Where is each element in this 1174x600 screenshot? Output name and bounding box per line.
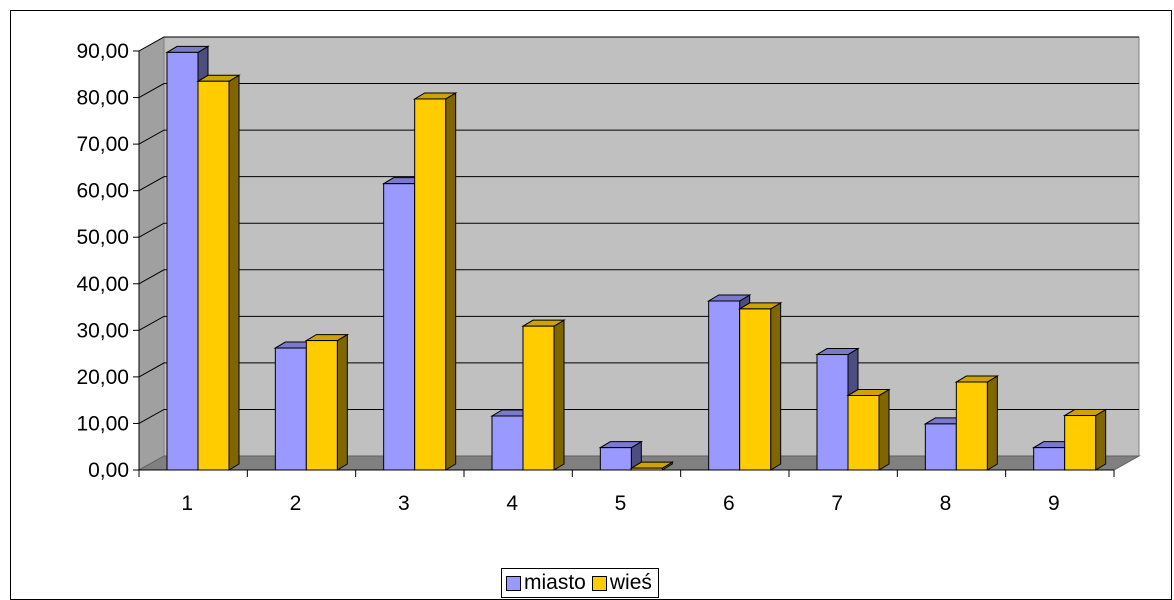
y-tick-label: 10,00	[76, 412, 129, 435]
bar-front	[383, 183, 416, 471]
y-tick-label: 40,00	[76, 273, 129, 296]
y-tick-label: 90,00	[76, 40, 129, 63]
gridline	[138, 362, 1139, 378]
bar-front	[1064, 415, 1097, 471]
chart-frame: 0,00 10,00 20,00 30,00 40,00 50,00 60,00 70,00 8…	[10, 10, 1172, 600]
bar-wieś-7	[846, 388, 891, 471]
y-tick-label: 60,00	[76, 180, 129, 203]
bar-chart: 0,00 10,00 20,00 30,00 40,00 50,00 60,00 70,00 8…	[76, 36, 1141, 515]
bar-front	[491, 415, 524, 471]
legend-item-wies: wieś	[591, 571, 652, 595]
x-tick-label: 3	[398, 492, 410, 515]
bar-front	[955, 381, 988, 471]
x-tick-label: 1	[181, 492, 193, 515]
bar-front	[739, 308, 772, 471]
bar-wieś-1	[196, 74, 241, 471]
gridline	[138, 408, 1139, 424]
bar-front	[522, 325, 555, 471]
bar-wieś-6	[737, 302, 783, 471]
legend-swatch-miasto	[506, 575, 521, 591]
x-tick-label: 2	[290, 492, 302, 515]
bar-side	[553, 319, 565, 471]
bar-side	[228, 74, 240, 471]
y-tick-label: 50,00	[76, 226, 129, 249]
gridline	[138, 36, 1139, 52]
x-tick-label: 6	[723, 492, 735, 515]
bar-wieś-8	[954, 375, 1000, 471]
bar-front	[599, 447, 632, 471]
bar-wieś-9	[1062, 408, 1108, 471]
gridline	[138, 176, 1139, 192]
y-tick-label: 30,00	[76, 319, 129, 342]
bar-front	[414, 98, 447, 471]
gridline	[138, 269, 1139, 285]
gridline	[138, 222, 1139, 238]
bar-front	[274, 347, 307, 471]
bar-side	[336, 333, 348, 471]
bar-front	[166, 51, 199, 471]
bar-side	[445, 92, 457, 471]
x-tick-label: 8	[940, 492, 952, 515]
bar-front	[708, 300, 741, 471]
bar-front	[816, 354, 849, 471]
x-tick-label: 4	[506, 492, 518, 515]
bar-side	[1095, 408, 1107, 471]
x-tick-label: 7	[831, 492, 843, 515]
bar-side	[878, 388, 890, 471]
x-tick-label: 5	[615, 492, 627, 515]
y-tick-label: 70,00	[76, 133, 129, 156]
legend-item-miasto: miasto	[506, 571, 586, 595]
plot-side-wall	[138, 36, 165, 471]
bar-front	[847, 395, 880, 471]
bar-wieś-3	[412, 92, 458, 471]
bar-wieś-2	[304, 333, 350, 471]
y-tick-label: 80,00	[76, 87, 129, 110]
x-tick-label: 9	[1048, 492, 1060, 515]
chart-legend: miasto wieś	[501, 568, 659, 598]
bar-front	[305, 340, 338, 471]
bar-front	[924, 423, 957, 471]
bar-front	[1033, 447, 1066, 471]
gridline	[138, 129, 1139, 145]
bar-wieś-5	[629, 461, 675, 471]
bar-side	[986, 375, 998, 471]
legend-label-miasto: miasto	[524, 571, 586, 594]
gridline	[138, 83, 1139, 98]
y-tick-label: 0,00	[88, 459, 129, 482]
legend-swatch-wies	[591, 575, 607, 591]
y-tick-label: 20,00	[76, 366, 129, 389]
legend-label-wies: wieś	[609, 571, 652, 594]
bar-front	[197, 80, 230, 471]
gridline	[138, 315, 1139, 331]
bar-wieś-4	[521, 319, 566, 471]
bar-front	[630, 467, 663, 471]
bar-side	[770, 302, 782, 471]
